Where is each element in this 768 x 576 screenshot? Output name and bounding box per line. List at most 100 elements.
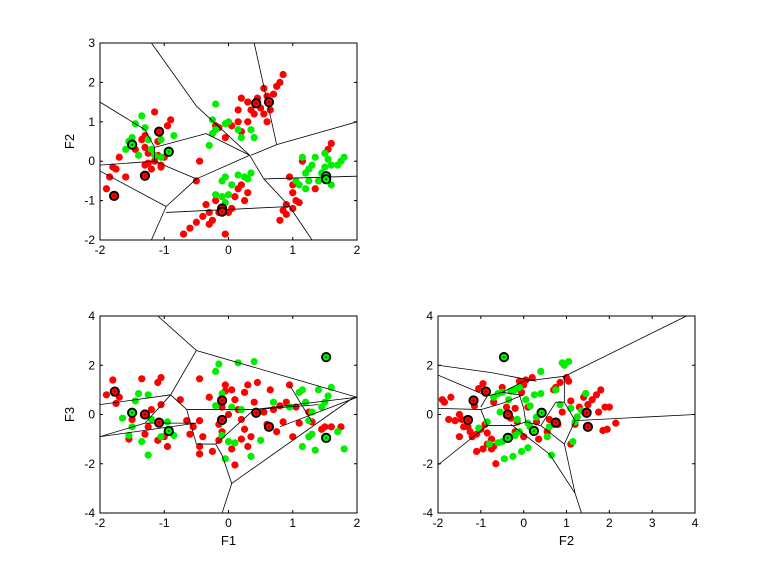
data-point [163, 418, 172, 426]
x-axis-label: F1 [221, 533, 236, 548]
data-point [144, 423, 152, 431]
data-point [595, 408, 603, 416]
data-point [321, 163, 329, 171]
data-point [292, 403, 300, 411]
data-point [247, 169, 255, 177]
data-point [195, 450, 204, 458]
data-point [215, 360, 223, 368]
voronoi-edges [100, 43, 357, 240]
data-point [218, 177, 226, 185]
data-point [479, 380, 487, 388]
data-point [537, 367, 545, 376]
data-point [218, 431, 226, 440]
data-point [302, 398, 310, 406]
data-point [340, 445, 348, 453]
data-point [601, 403, 609, 411]
data-point [314, 386, 323, 394]
data-point [208, 216, 217, 224]
data-point [240, 425, 249, 433]
data-point [592, 391, 601, 399]
data-point [163, 442, 172, 451]
data-point [528, 373, 536, 382]
data-point [237, 181, 245, 189]
data-point [269, 398, 278, 406]
data-point [144, 135, 152, 144]
data-point [500, 455, 508, 463]
x-tick-label: 1 [289, 243, 296, 257]
data-point [314, 177, 323, 185]
data-point [144, 391, 152, 399]
data-point [479, 445, 487, 453]
data-point [208, 130, 217, 138]
y-axis-label: F2 [62, 134, 77, 149]
data-point [115, 153, 123, 161]
data-point [260, 408, 268, 416]
data-point [224, 437, 233, 446]
series-class-green [118, 357, 348, 463]
data-point [311, 185, 319, 193]
y-tick-label: -1 [84, 194, 95, 208]
x-tick-label: 4 [692, 516, 699, 530]
data-point [445, 415, 453, 424]
data-point [490, 398, 498, 406]
data-point [247, 433, 255, 441]
data-point [157, 373, 165, 382]
data-point [221, 230, 229, 238]
data-point [141, 124, 149, 132]
data-point [231, 396, 239, 404]
voronoi-edges [438, 316, 695, 513]
data-point [324, 392, 332, 400]
data-point [234, 126, 242, 134]
data-point [237, 94, 245, 102]
data-point [141, 430, 149, 438]
data-point [282, 210, 290, 218]
data-point [289, 189, 297, 197]
voronoi-edges [100, 316, 357, 513]
axes-box [437, 315, 696, 514]
y-tick-label: -4 [422, 506, 433, 520]
data-point [244, 381, 252, 389]
data-point [502, 403, 511, 411]
data-point [494, 439, 502, 447]
data-point [321, 149, 329, 157]
data-point [212, 100, 220, 108]
data-point [231, 439, 239, 447]
data-point [128, 133, 136, 142]
y-tick-label: 2 [88, 75, 95, 89]
data-point [202, 200, 210, 209]
data-point [522, 376, 530, 384]
data-point [597, 386, 605, 394]
data-point [276, 78, 284, 86]
data-point [289, 204, 297, 213]
data-point [321, 398, 329, 406]
data-point [556, 401, 564, 409]
x-tick-label: 2 [606, 516, 613, 530]
prototype-markers [462, 352, 594, 443]
prototype-markers [109, 352, 332, 443]
x-tick-label: -2 [95, 243, 106, 257]
data-point [128, 415, 136, 424]
data-point [122, 145, 130, 153]
data-point [195, 375, 204, 383]
data-point [131, 397, 139, 405]
data-point [147, 405, 155, 414]
data-point [138, 437, 146, 446]
data-point [157, 153, 165, 161]
data-point [176, 396, 184, 404]
data-point [492, 460, 500, 468]
data-point [218, 389, 226, 398]
data-point [276, 216, 284, 224]
data-point [603, 425, 611, 433]
data-point [612, 419, 620, 427]
x-tick-label: -2 [433, 516, 444, 530]
data-point [327, 423, 335, 431]
data-point [250, 133, 258, 142]
data-point [134, 151, 143, 159]
data-point [244, 189, 252, 197]
data-point [224, 191, 233, 199]
data-point [118, 414, 127, 422]
data-point [122, 173, 130, 181]
y-tick-label: 4 [426, 309, 433, 323]
data-point [237, 435, 245, 443]
